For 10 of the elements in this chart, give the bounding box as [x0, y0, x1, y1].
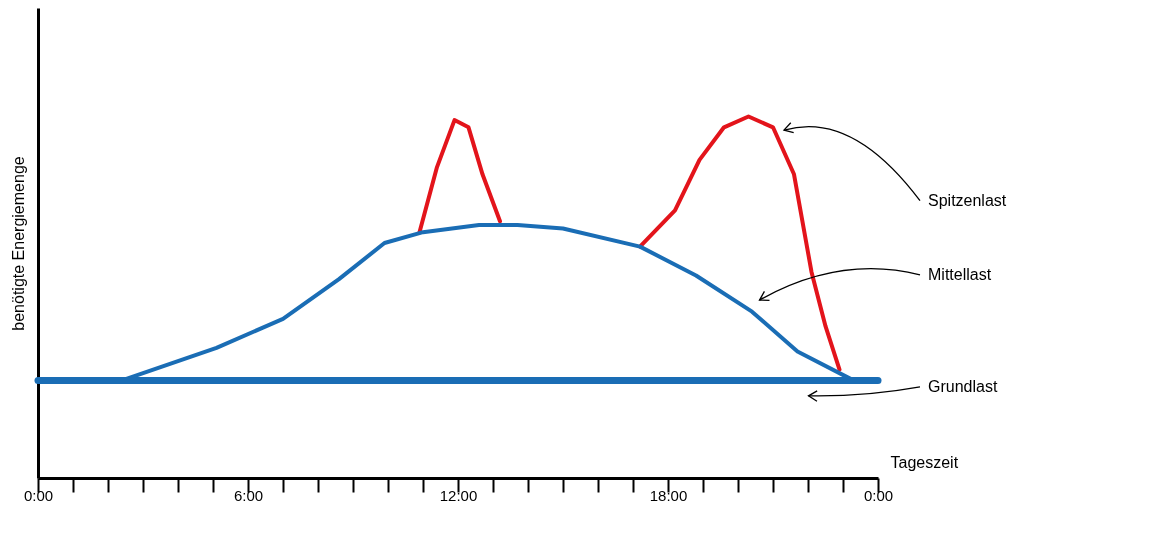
x-tick-label: 6:00: [233, 486, 264, 504]
text: Mittellast: [928, 265, 992, 283]
x-axis-title: Tageszeit: [890, 453, 959, 471]
text: Spitzenlast: [928, 191, 1007, 209]
x-tick-label: 18:00: [649, 486, 688, 504]
x-tick-label: 0:00: [863, 486, 894, 504]
y-axis-title: benötigte Energiemenge: [9, 156, 27, 331]
x-tick-label: 0:00: [23, 486, 54, 504]
text: Grundlast: [928, 377, 998, 395]
x-tick-label: 12:00: [439, 486, 478, 504]
